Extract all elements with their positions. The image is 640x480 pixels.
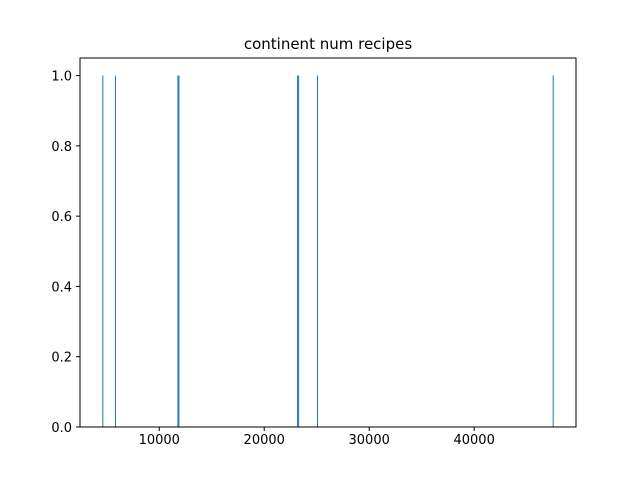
y-tick-label-5: 1.0 — [51, 70, 72, 85]
histogram-bar-4 — [297, 75, 299, 427]
x-tick-label-0: 10000 — [139, 433, 180, 448]
histogram-bar-3 — [178, 75, 180, 427]
histogram-bar-1 — [114, 75, 116, 427]
histogram-bar-5 — [298, 75, 300, 427]
chart-title: continent num recipes — [244, 35, 412, 53]
y-tick-label-4: 0.8 — [51, 140, 72, 155]
axes-layer: 10000 20000 30000 40000 0.0 0.2 0.4 0.6 0.8 1.0 — [51, 57, 577, 448]
histogram-bar-6 — [317, 75, 319, 427]
y-tick-label-1: 0.2 — [51, 351, 72, 366]
bars-layer — [102, 75, 554, 427]
histogram-bar-7 — [552, 75, 554, 427]
histogram-bar-2 — [177, 75, 179, 427]
plot-frame — [79, 57, 577, 428]
x-tick-label-2: 30000 — [349, 433, 390, 448]
y-tick-label-2: 0.4 — [51, 280, 72, 295]
x-tick-label-3: 40000 — [453, 433, 494, 448]
y-tick-label-0: 0.0 — [51, 421, 72, 436]
histogram-bar-0 — [102, 75, 104, 427]
y-tick-label-3: 0.6 — [51, 210, 72, 225]
x-tick-label-1: 20000 — [244, 433, 285, 448]
